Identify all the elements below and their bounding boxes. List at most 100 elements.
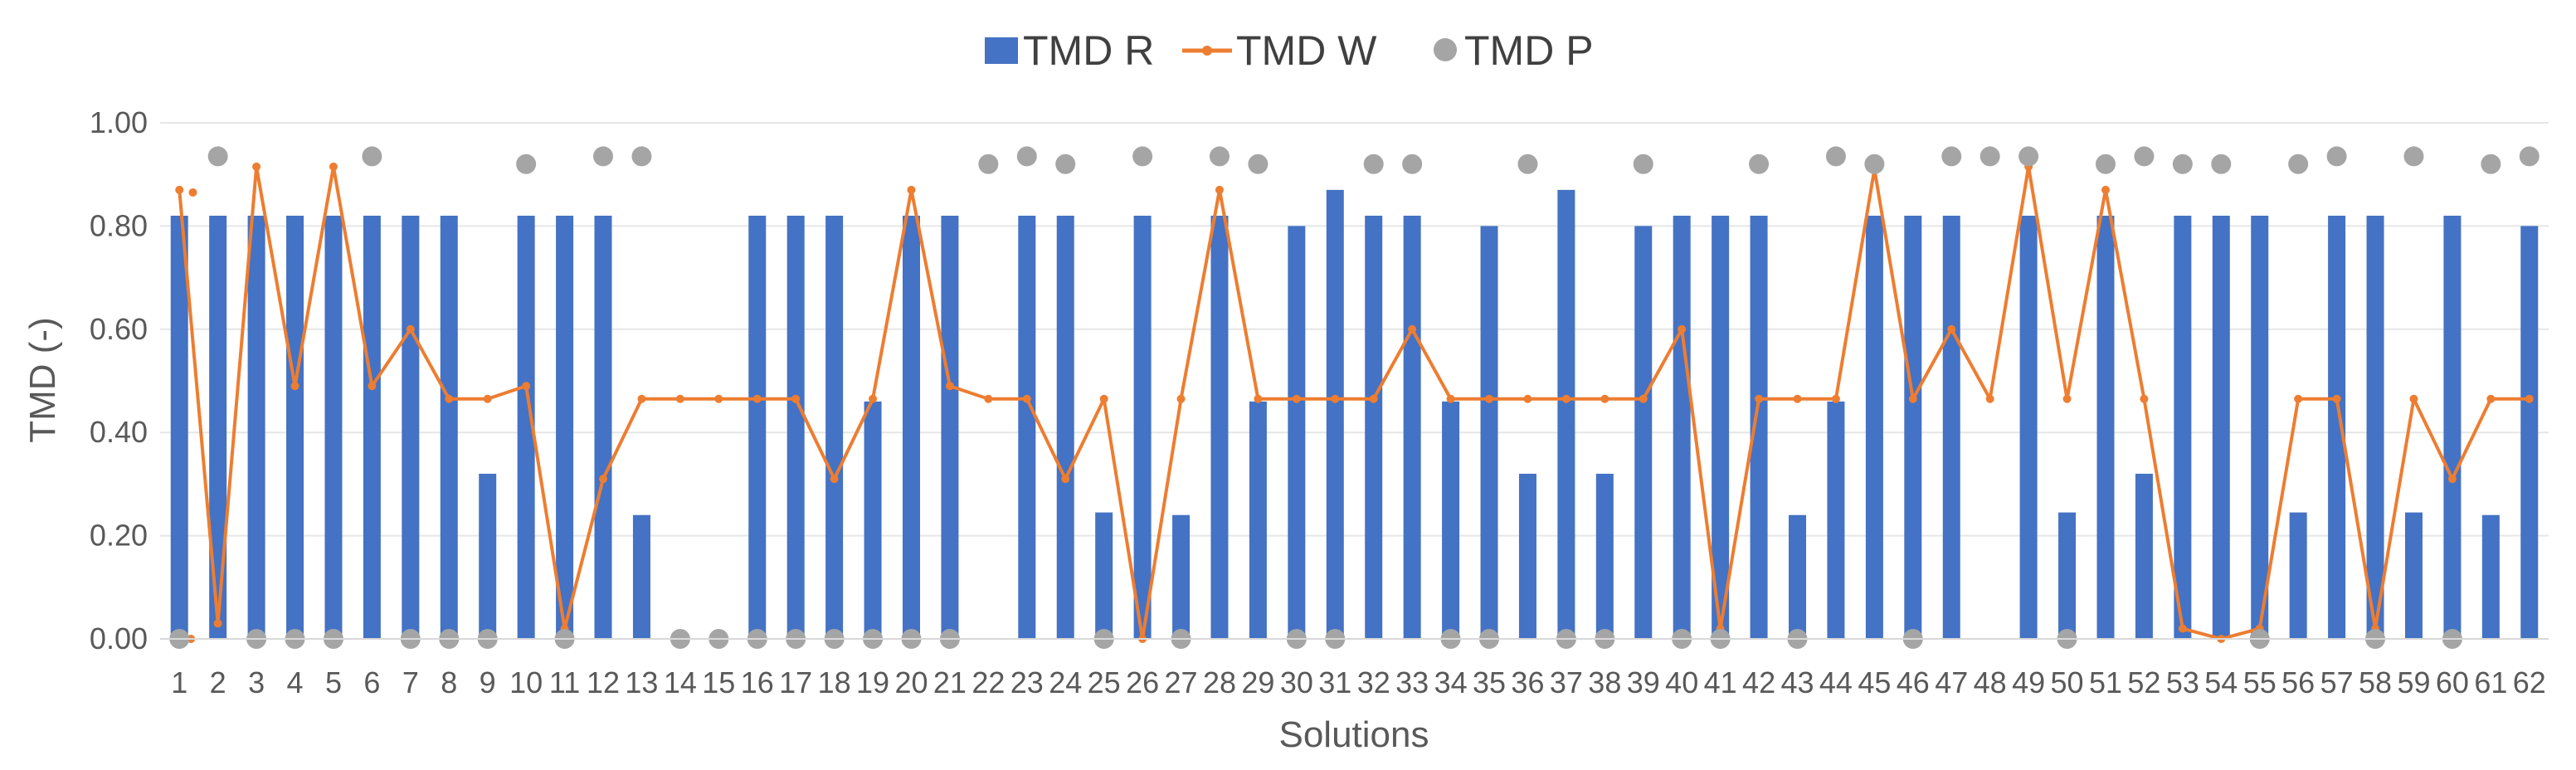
x-tick-label: 8: [441, 665, 457, 699]
bar-tmd-r: [2135, 473, 2153, 639]
point-tmd-w: [752, 394, 762, 403]
bar-tmd-r: [941, 215, 959, 639]
tmd-w-line: [178, 164, 2530, 641]
legend-item-tmd-w: TMD W: [1182, 27, 1377, 74]
legend: TMD R TMD W TMD P: [985, 27, 1594, 74]
point-tmd-w: [1408, 324, 1417, 334]
x-tick-label: 5: [325, 665, 342, 699]
point-tmd-w: [1523, 394, 1532, 403]
point-tmd-p: [1633, 154, 1653, 174]
point-tmd-w: [2294, 394, 2303, 403]
bar-tmd-r: [170, 215, 188, 639]
x-tick-label: 9: [480, 665, 496, 699]
y-tick-label: 1.00: [90, 105, 148, 139]
line-tmd-w: [178, 164, 2530, 641]
y-tick-label: 0.40: [90, 415, 148, 449]
legend-label-tmd-w: TMD W: [1236, 27, 1377, 74]
point-tmd-p: [1979, 146, 2000, 167]
bar-tmd-r: [1712, 215, 1730, 639]
point-tmd-w: [2486, 394, 2496, 403]
bar-tmd-r: [1789, 514, 1807, 639]
point-tmd-w: [1331, 394, 1340, 403]
x-tick-label: 16: [741, 665, 774, 699]
x-tick-label: 46: [1897, 665, 1930, 699]
bar-tmd-r: [2058, 512, 2077, 639]
point-tmd-p: [516, 154, 537, 174]
x-tick-label: 3: [248, 665, 265, 699]
x-tick-label: 53: [2166, 665, 2199, 699]
x-tick-label: 26: [1126, 665, 1159, 699]
bar-tmd-r: [1865, 215, 1883, 639]
point-tmd-w: [1292, 394, 1301, 403]
point-tmd-w: [213, 619, 222, 628]
point-tmd-p: [1749, 154, 1770, 174]
x-tick-label: 20: [894, 665, 928, 699]
bar-tmd-r: [1249, 401, 1267, 639]
bar-tmd-r: [1018, 215, 1036, 639]
point-tmd-p: [1363, 154, 1384, 174]
bar-tmd-r: [1095, 512, 1113, 639]
point-tmd-w: [2178, 624, 2187, 633]
x-tick-label: 59: [2397, 665, 2430, 699]
bar-tmd-r: [1442, 401, 1460, 639]
bar-tmd-r: [2481, 514, 2500, 639]
x-tick-label: 35: [1473, 665, 1506, 699]
x-tick-label: 49: [2012, 665, 2045, 699]
x-tick-label: 60: [2436, 665, 2469, 699]
tmd-w-markers: [175, 162, 2534, 643]
point-tmd-w: [1639, 394, 1648, 403]
x-tick-label: 52: [2127, 665, 2160, 699]
point-tmd-w: [1446, 394, 1455, 403]
point-tmd-p: [2018, 146, 2039, 167]
bar-tmd-r: [556, 215, 574, 639]
bar-tmd-r: [2019, 215, 2038, 639]
point-tmd-w: [1369, 394, 1378, 403]
point-tmd-w: [1061, 475, 1070, 484]
bar-tmd-r: [1634, 226, 1653, 639]
y-tick-label: 0.80: [90, 208, 148, 242]
x-tick-label: 17: [779, 665, 812, 699]
x-tick-label: 19: [856, 665, 889, 699]
point-tmd-w: [2101, 185, 2110, 194]
legend-label-tmd-p: TMD P: [1464, 27, 1594, 74]
bar-tmd-r: [1750, 215, 1768, 639]
point-tmd-w: [1908, 394, 1917, 403]
y-tick-label: 0.00: [90, 621, 148, 655]
bar-tmd-r: [286, 215, 304, 639]
bar-tmd-r: [2366, 215, 2384, 639]
bar-tmd-r: [1172, 514, 1191, 639]
legend-label-tmd-r: TMD R: [1023, 27, 1154, 74]
point-tmd-p: [2326, 146, 2347, 167]
legend-marker-tmd-w: [1202, 46, 1212, 56]
x-tick-label: 34: [1434, 665, 1468, 699]
point-tmd-w: [1099, 394, 1108, 403]
point-tmd-w: [368, 382, 377, 391]
y-axis-tick-labels: 0.00 0.20 0.40 0.60 0.80 1.00: [90, 105, 148, 655]
x-tick-label: 36: [1511, 665, 1544, 699]
point-tmd-p: [1864, 154, 1885, 174]
point-tmd-w: [1254, 394, 1263, 403]
point-tmd-p: [207, 146, 228, 167]
point-tmd-p: [1402, 154, 1423, 174]
point-tmd-p: [1132, 146, 1153, 167]
x-tick-label: 42: [1742, 665, 1775, 699]
point-tmd-w: [714, 394, 723, 403]
point-tmd-p: [1055, 154, 1076, 174]
point-tmd-p: [1209, 146, 1230, 167]
x-tick-label: 4: [287, 665, 304, 699]
bar-tmd-r: [748, 215, 767, 639]
legend-marker-tmd-p: [1434, 38, 1457, 61]
bar-tmd-r: [1557, 189, 1575, 640]
y-tick-label: 0.60: [90, 312, 148, 346]
bar-tmd-r: [324, 215, 343, 639]
x-tick-label: 24: [1049, 665, 1082, 699]
point-tmd-p: [362, 146, 382, 167]
x-tick-label: 43: [1780, 665, 1814, 699]
point-tmd-p: [1825, 146, 1846, 167]
point-tmd-p: [978, 154, 999, 174]
bar-tmd-r: [1288, 226, 1306, 639]
bar-tmd-r: [440, 215, 458, 639]
bar-tmd-r: [2251, 215, 2269, 639]
point-tmd-p: [593, 146, 614, 167]
point-tmd-w: [445, 394, 454, 403]
